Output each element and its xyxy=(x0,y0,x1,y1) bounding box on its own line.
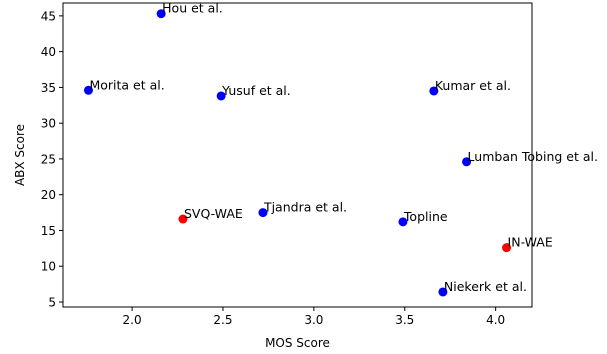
data-point-label: Niekerk et al. xyxy=(444,279,527,294)
y-tick-label: 5 xyxy=(48,295,56,309)
y-tick-label: 30 xyxy=(41,117,56,131)
y-tick-label: 45 xyxy=(41,9,56,23)
y-tick-label: 35 xyxy=(41,81,56,95)
data-point xyxy=(258,208,268,218)
y-tick-label: 40 xyxy=(41,45,56,59)
data-point xyxy=(502,243,512,253)
data-point-label: Morita et al. xyxy=(89,77,164,92)
data-point xyxy=(429,86,439,96)
data-point-label: Lumban Tobing et al. xyxy=(468,149,598,164)
data-point-label: Hou et al. xyxy=(162,1,223,16)
x-tick-label: 2.5 xyxy=(213,313,232,327)
data-point xyxy=(156,9,166,19)
x-axis-ticks: 2.0 2.5 3.0 3.5 4.0 xyxy=(123,307,505,327)
y-axis-label: ABX Score xyxy=(13,124,27,186)
plot-area xyxy=(62,2,533,308)
y-tick-label: 25 xyxy=(41,152,56,166)
data-point xyxy=(438,287,448,297)
x-tick-label: 3.5 xyxy=(395,313,414,327)
data-point xyxy=(83,85,93,95)
data-point xyxy=(216,91,226,101)
data-points: Hou et al. Morita et al. Yusuf et al. Kumar… xyxy=(83,1,598,297)
x-tick-label: 2.0 xyxy=(123,313,142,327)
data-point xyxy=(462,157,472,167)
data-point-label: SVQ-WAE xyxy=(184,206,243,221)
x-tick-label: 3.0 xyxy=(304,313,323,327)
data-point xyxy=(398,217,408,227)
data-point-label: Topline xyxy=(403,209,448,224)
y-axis-ticks: 5 10 15 20 25 30 35 40 45 xyxy=(41,9,63,309)
y-tick-label: 20 xyxy=(41,188,56,202)
data-point-label: Tjandra et al. xyxy=(263,200,347,215)
data-point xyxy=(178,214,188,224)
data-point-label: Yusuf et al. xyxy=(221,83,291,98)
x-tick-label: 4.0 xyxy=(486,313,505,327)
data-point-label: IN-WAE xyxy=(508,235,553,250)
data-point-label: Kumar et al. xyxy=(435,78,511,93)
x-axis-label: MOS Score xyxy=(265,336,330,350)
y-tick-label: 15 xyxy=(41,224,56,238)
y-tick-label: 10 xyxy=(41,260,56,274)
